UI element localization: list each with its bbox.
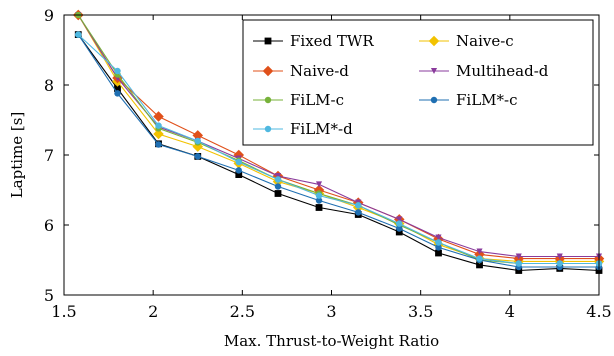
- data-point: [396, 216, 403, 223]
- data-point: [274, 183, 282, 190]
- legend-label: Naive-d: [290, 62, 349, 80]
- legend-label: Fixed TWR: [290, 32, 374, 50]
- data-point: [233, 149, 245, 161]
- legend-marker: [264, 96, 272, 104]
- data-point: [515, 267, 523, 274]
- data-point: [435, 239, 442, 246]
- data-point: [476, 255, 483, 262]
- data-point: [194, 153, 201, 160]
- data-point: [235, 171, 243, 178]
- x-tick-label: 2: [148, 302, 158, 321]
- data-point: [235, 167, 242, 174]
- series-line: [77, 34, 600, 272]
- legend: Fixed TWR Naive-c Naive-d Multihead-d FiLM-c…: [242, 19, 594, 146]
- data-point: [396, 225, 403, 232]
- data-point: [355, 209, 362, 216]
- chart-marks: [72, 9, 605, 274]
- x-axis-label: Max. Thrust-to-Weight Ratio: [224, 332, 439, 350]
- data-point: [476, 261, 483, 269]
- series-line: [77, 34, 599, 265]
- legend-marker: [430, 67, 438, 75]
- series-line: [77, 14, 599, 258]
- legend-label: FiLM-c: [290, 91, 344, 109]
- legend-label: Naive-c: [456, 32, 514, 50]
- legend-marker: [264, 125, 272, 133]
- data-point: [274, 190, 282, 197]
- legend-label: Multihead-d: [456, 62, 549, 80]
- data-point: [153, 111, 164, 122]
- data-point: [515, 253, 522, 260]
- series-film-d: [75, 31, 603, 267]
- data-point: [435, 244, 442, 251]
- data-point: [155, 141, 162, 148]
- data-point: [315, 197, 323, 204]
- x-tick-label: 4.5: [586, 302, 611, 321]
- legend-label: FiLM*-d: [290, 120, 353, 138]
- legend-item: Fixed TWR: [253, 32, 374, 50]
- data-point: [194, 137, 201, 145]
- data-point: [114, 85, 121, 92]
- series-line: [77, 14, 599, 260]
- x-tick-label: 3.5: [408, 302, 433, 321]
- series-line: [77, 34, 599, 268]
- data-point: [192, 141, 204, 152]
- data-point: [274, 176, 282, 183]
- y-tick-label: 5: [44, 286, 54, 305]
- legend-marker: [428, 35, 440, 47]
- x-tick-label: 4: [505, 302, 515, 321]
- legend-item: Naive-c: [419, 32, 514, 50]
- data-point: [155, 122, 162, 129]
- legend-marker: [264, 37, 272, 45]
- y-tick-label: 9: [44, 6, 54, 25]
- data-point: [274, 172, 282, 180]
- data-point: [313, 184, 325, 196]
- x-tick-label: 1.5: [51, 302, 76, 321]
- legend-item: Naive-d: [253, 62, 349, 80]
- legend-marker: [430, 96, 438, 104]
- legend-item: Multihead-d: [419, 62, 549, 80]
- legend-item: FiLM*-c: [419, 91, 518, 109]
- data-point: [435, 234, 442, 241]
- data-point: [556, 253, 563, 260]
- data-point: [114, 67, 121, 75]
- legend-item: FiLM-c: [253, 91, 344, 109]
- legend-marker: [262, 65, 274, 77]
- data-point: [515, 260, 522, 267]
- legend-box: [242, 19, 594, 146]
- data-point: [396, 220, 403, 227]
- data-point: [476, 248, 483, 255]
- data-point: [192, 130, 204, 141]
- data-point: [435, 249, 442, 257]
- x-tick-label: 2.5: [230, 302, 255, 321]
- y-tick-label: 8: [44, 76, 54, 95]
- y-axis-label: Laptime [s]: [8, 112, 26, 199]
- legend-item: FiLM*-d: [253, 120, 353, 138]
- data-point: [315, 192, 323, 199]
- data-point: [315, 181, 323, 188]
- axis-ticks: 1.5 2 2.5 3 3.5 4 4.5 5 6 7 8 9: [44, 6, 612, 321]
- data-point: [556, 260, 563, 267]
- legend-label: FiLM*-c: [456, 91, 518, 109]
- y-tick-label: 7: [44, 146, 54, 165]
- data-point: [114, 90, 121, 97]
- data-point: [395, 228, 403, 236]
- data-point: [315, 204, 323, 211]
- y-tick-label: 6: [44, 216, 54, 235]
- data-point: [235, 158, 242, 166]
- data-point: [153, 128, 164, 140]
- x-tick-label: 3: [326, 302, 336, 321]
- data-point: [355, 202, 362, 209]
- data-point: [75, 31, 82, 38]
